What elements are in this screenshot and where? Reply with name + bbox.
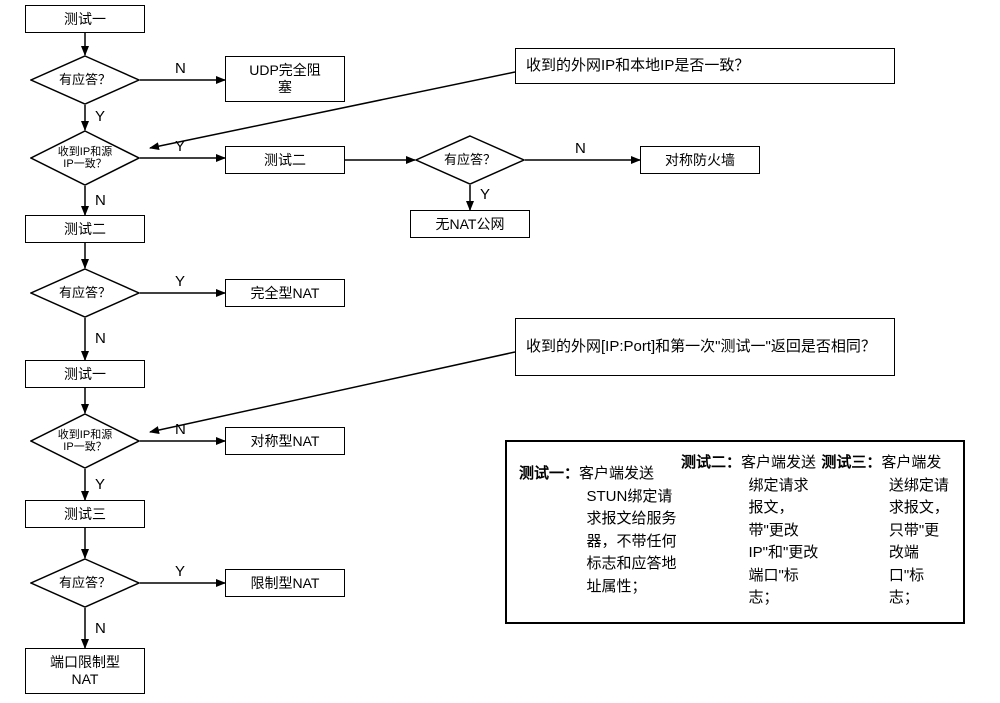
node-sym_nat: 对称型NAT [225,427,345,455]
edge-label-9: N [95,330,106,347]
annotation-annot2: 收到的外网[IP:Port]和第一次"测试一"返回是否相同？ [515,318,895,376]
legend-row-title: 测试三： [821,454,881,471]
annotation-annot1: 收到的外网IP和本地IP是否一致？ [515,48,895,84]
annotation-text: 收到的外网[IP:Port]和第一次"测试一"返回是否相同？ [526,338,876,356]
node-test1_b: 测试一 [25,360,145,388]
legend-row-body: 客户端发送STUN绑定请求报文给服务器，不带任何标志和应答地址属性； [579,465,677,595]
legend-row: 测试二：客户端发送绑定请求报文，带"更改IP"和"更改端口"标志； [681,452,821,610]
node-no_nat: 无NAT公网 [410,210,530,238]
node-label: 对称型NAT [251,433,320,450]
decision-ipmatch2: 收到IP和源 IP一致？ [30,413,140,469]
node-label: 测试三 [64,506,106,523]
edge-label-4: Y [175,138,185,155]
legend-row-body: 客户端发送绑定请求报文，带"更改IP"和"更改端口"标志； [741,454,818,606]
node-label: 测试二 [64,221,106,238]
node-label: 完全型NAT [251,285,320,302]
node-test1_a: 测试一 [25,5,145,33]
decision-label: 有应答？ [415,135,525,185]
legend-row-title: 测试二： [681,454,741,471]
edge-label-1: Y [95,108,105,125]
node-full_nat: 完全型NAT [225,279,345,307]
node-label: 测试二 [264,152,306,169]
legend-row-body: 客户端发送绑定请求报文，只带"更改端口"标志； [881,454,949,606]
edge-label-7: Y [480,186,490,203]
decision-label: 有应答？ [30,268,140,318]
node-sym_fw: 对称防火墙 [640,146,760,174]
legend-row: 测试三：客户端发送绑定请求报文，只带"更改端口"标志； [821,452,951,610]
decision-resp2_b: 有应答？ [415,135,525,185]
edge-label-10: Y [175,273,185,290]
node-label: 端口限制型 NAT [50,654,120,688]
legend-row: 测试一：客户端发送STUN绑定请求报文给服务器，不带任何标志和应答地址属性； [519,463,681,598]
edge-label-3: N [95,192,106,209]
node-restr_nat: 限制型NAT [225,569,345,597]
decision-label: 有应答？ [30,55,140,105]
node-label: 对称防火墙 [665,152,735,169]
edge-label-15: N [95,620,106,637]
edge-label-12: Y [95,476,105,493]
decision-label: 有应答？ [30,558,140,608]
node-label: 测试一 [64,11,106,28]
edge-label-6: N [575,140,586,157]
annotation-text: 收到的外网IP和本地IP是否一致？ [526,57,749,75]
node-label: 限制型NAT [251,575,320,592]
legend-box: 测试一：客户端发送STUN绑定请求报文给服务器，不带任何标志和应答地址属性；测试… [505,440,965,624]
node-label: 测试一 [64,366,106,383]
decision-label: 收到IP和源 IP一致？ [30,130,140,186]
node-test2_a: 测试二 [25,215,145,243]
decision-resp3: 有应答？ [30,268,140,318]
edge-label-13: N [175,421,186,438]
node-label: 无NAT公网 [436,216,505,233]
node-udp_block: UDP完全阻 塞 [225,56,345,102]
decision-resp1: 有应答？ [30,55,140,105]
node-label: UDP完全阻 塞 [249,62,321,96]
node-test2_b: 测试二 [225,146,345,174]
node-port_nat: 端口限制型 NAT [25,648,145,694]
edge-label-16: Y [175,563,185,580]
edge-label-2: N [175,60,186,77]
decision-label: 收到IP和源 IP一致？ [30,413,140,469]
decision-resp4: 有应答？ [30,558,140,608]
legend-row-title: 测试一： [519,465,579,482]
node-test3: 测试三 [25,500,145,528]
edge-18 [150,352,515,432]
decision-ipmatch1: 收到IP和源 IP一致？ [30,130,140,186]
